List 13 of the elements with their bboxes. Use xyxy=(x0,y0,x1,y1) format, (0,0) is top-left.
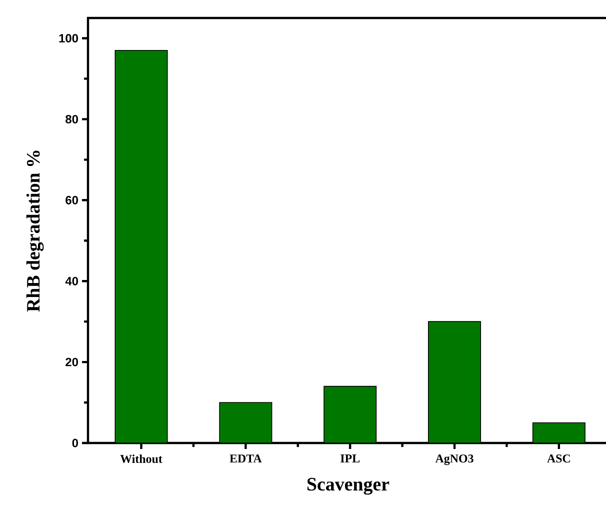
y-axis-title: RhB degradation % xyxy=(26,150,44,312)
x-tick-label: EDTA xyxy=(230,454,262,462)
y-tick-label: 100 xyxy=(59,34,78,42)
y-tick-label: 20 xyxy=(66,358,78,366)
y-tick-label: 40 xyxy=(65,276,78,286)
y-tick-label: 60 xyxy=(66,196,78,204)
x-tick-label: AgNO3 xyxy=(435,454,474,466)
x-tick-label: IPL xyxy=(340,454,360,462)
y-tick-label: 0 xyxy=(72,438,78,448)
x-axis-title: Scavenger xyxy=(307,478,390,495)
x-tick-label: Without xyxy=(120,454,162,464)
y-tick-label: 80 xyxy=(66,114,78,124)
x-tick-label: ASC xyxy=(547,454,570,463)
